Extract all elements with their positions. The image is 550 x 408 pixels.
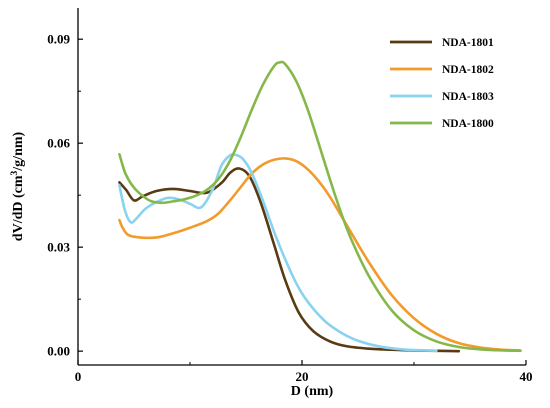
series-line-nda-1802 [119, 158, 520, 350]
series-line-nda-1803 [119, 154, 436, 350]
legend-label-nda-1802: NDA-1802 [442, 64, 494, 76]
y-axis-title-main: dV/dD (cm [11, 175, 26, 241]
legend-label-nda-1803: NDA-1803 [442, 91, 494, 103]
series-line-nda-1801 [119, 168, 458, 351]
series-layer [119, 62, 520, 351]
x-tick-label: 40 [520, 369, 533, 384]
y-tick-label: 0.03 [47, 240, 70, 255]
y-tick-label: 0.00 [47, 344, 70, 359]
legend: NDA-1801 NDA-1802 NDA-1803 NDA-1800 [390, 37, 494, 130]
legend-label-nda-1800: NDA-1800 [442, 118, 494, 130]
series-line-nda-1800 [119, 62, 520, 351]
x-tick-label: 0 [75, 369, 82, 384]
legend-label-nda-1801: NDA-1801 [442, 37, 494, 49]
x-axis-title: D (nm) [291, 384, 334, 399]
y-axis-title-unit: /g/nm) [11, 131, 26, 171]
y-tick-label: 0.09 [47, 32, 70, 47]
axis-titles: D (nm) dV/dD (cm3/g/nm) [10, 131, 334, 399]
x-tick-label: 20 [296, 369, 309, 384]
y-tick-label: 0.06 [47, 136, 70, 151]
y-axis-title: dV/dD (cm3/g/nm) [10, 131, 26, 241]
